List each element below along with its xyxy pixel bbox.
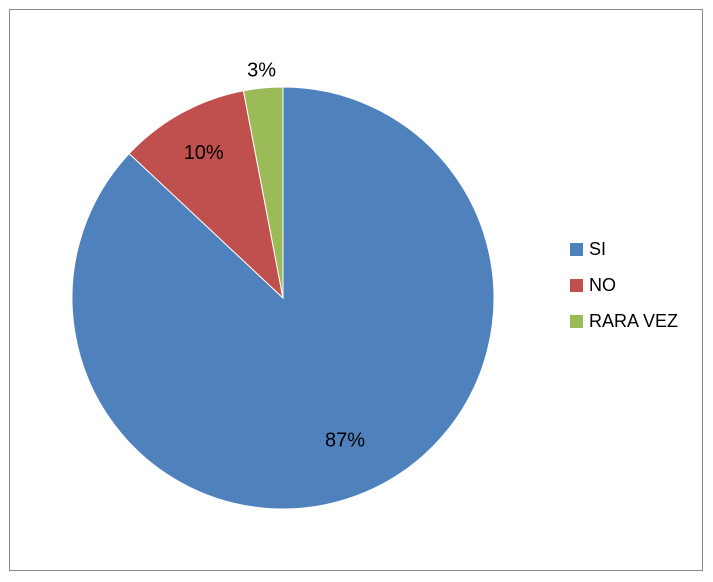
- legend-item-no: NO: [570, 272, 700, 299]
- data-label-rara-vez: 3%: [247, 59, 276, 81]
- legend-item-rara-vez: RARA VEZ: [570, 308, 700, 335]
- legend: SI NO RARA VEZ: [570, 236, 700, 344]
- legend-label-no: NO: [589, 275, 616, 295]
- legend-item-si: SI: [570, 236, 700, 263]
- legend-swatch-rara-vez: [570, 315, 583, 328]
- legend-label-si: SI: [589, 239, 607, 259]
- pie-slices: [71, 86, 495, 510]
- legend-label-rara-vez: RARA VEZ: [589, 311, 679, 331]
- legend-swatch-si: [570, 243, 583, 256]
- pie-slice-rara-vez: [242, 86, 284, 299]
- legend-swatch-no: [570, 279, 583, 292]
- pie-data-labels: 87% 10% 3%: [184, 59, 366, 451]
- data-label-no: 10%: [184, 142, 224, 164]
- data-label-si: 87%: [325, 430, 365, 452]
- pie-slice-no: [128, 90, 284, 300]
